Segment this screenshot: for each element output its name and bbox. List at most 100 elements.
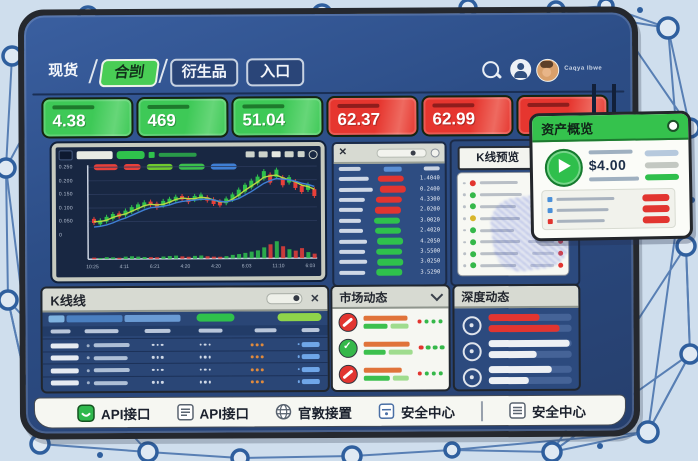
panel-header: K线线 ✕ xyxy=(42,287,328,313)
order-size-pill xyxy=(375,196,402,203)
ticker-card[interactable]: 62.99 xyxy=(421,95,514,137)
buy-button[interactable] xyxy=(116,150,145,160)
tab-contracts[interactable]: 合剀 xyxy=(98,58,161,88)
toggle-switch[interactable] xyxy=(266,292,303,304)
avatar[interactable] xyxy=(536,58,560,82)
settings-ring-icon[interactable] xyxy=(430,147,440,157)
footer-item-security2[interactable]: 安全中心 xyxy=(509,400,586,420)
chart-buttons xyxy=(245,149,318,159)
orderbook-row[interactable]: 1.4040 xyxy=(334,173,445,184)
x-axis-tick: 6:21 xyxy=(149,263,160,270)
orderbook-row[interactable]: 3.5290 xyxy=(334,267,445,278)
footer-item-api2[interactable]: API接口 xyxy=(176,402,249,422)
ticker-label-scribble xyxy=(432,103,475,108)
y-axis-tick: 0.200 xyxy=(58,178,73,185)
chevron-down-icon[interactable] xyxy=(430,288,444,302)
tab-spot[interactable]: 现货 xyxy=(48,62,79,80)
footer-item-api[interactable]: API接口 xyxy=(77,402,151,422)
market-feed-item[interactable] xyxy=(332,308,448,335)
x-axis: 10:25 4:11 6:21 4:20 4:20 6:03 11:10 6:0… xyxy=(86,263,315,270)
orderbook-row[interactable]: 4.2050 xyxy=(334,236,445,247)
timeframe-chip[interactable] xyxy=(58,150,73,161)
popup-header: 资产概览 xyxy=(531,113,689,143)
chart-tool-button[interactable] xyxy=(245,151,255,158)
tab-derivatives[interactable]: 衍生品 xyxy=(170,58,239,87)
list-icon xyxy=(176,403,194,421)
table-column-headers xyxy=(42,325,328,337)
play-button[interactable] xyxy=(544,148,584,188)
footer-item-security[interactable]: 安全中心 xyxy=(378,401,455,421)
progress-segment xyxy=(124,314,181,322)
ticker-value: 62.99 xyxy=(432,109,476,129)
orderbook-row[interactable]: 3.0020 xyxy=(334,215,445,226)
y-axis-tick: 0.100 xyxy=(58,205,73,212)
tab-entry[interactable]: 入口 xyxy=(246,58,305,87)
orderbook-row[interactable]: 4.3300 xyxy=(334,194,445,205)
panel-header: 市场动态 xyxy=(332,286,449,309)
record-icon[interactable] xyxy=(462,368,482,388)
depth-slider[interactable] xyxy=(376,147,427,158)
indicator-toggle[interactable] xyxy=(148,151,155,158)
inbox-icon xyxy=(378,403,395,419)
chart-tool-button[interactable] xyxy=(297,151,305,158)
radio-icon[interactable] xyxy=(667,119,680,133)
ticker-card[interactable]: 62.37 xyxy=(326,95,419,138)
close-icon[interactable]: ✕ xyxy=(310,292,320,305)
trading-dashboard-window: 现货 合剀 衍生品 入口 Caqya Ibwe 4.38 469 51.04 6… xyxy=(17,6,641,440)
orderbook-row[interactable]: 2.0200 xyxy=(334,205,445,216)
table-toolbar xyxy=(42,311,327,324)
ticker-card[interactable]: 4.38 xyxy=(41,97,134,139)
x-axis-tick: 11:10 xyxy=(272,263,285,270)
market-feed-item[interactable] xyxy=(333,334,449,361)
stat-pill xyxy=(644,149,679,157)
market-feed-item[interactable] xyxy=(333,360,449,387)
status-dot xyxy=(469,180,476,187)
ticker-card[interactable]: 469 xyxy=(136,96,229,139)
order-price: 4.3300 xyxy=(419,196,440,203)
order-price: 2.4020 xyxy=(420,227,441,234)
orderbook-row[interactable]: 2.4020 xyxy=(334,225,445,236)
y-axis-tick: 0.050 xyxy=(58,218,74,225)
depth-bar xyxy=(488,376,529,385)
orderbook-row[interactable]: 0.2400 xyxy=(334,184,445,195)
order-size-pill xyxy=(376,258,403,266)
panel-header: 深度动态 xyxy=(454,285,579,309)
orderbook-header: ✕ xyxy=(333,143,445,164)
depth-bar xyxy=(488,339,570,348)
ticker-label-scribble xyxy=(52,105,95,110)
stat-pill xyxy=(644,161,679,169)
value-pill xyxy=(642,216,670,224)
chart-tool-button[interactable] xyxy=(284,151,294,158)
chart-tool-button[interactable] xyxy=(271,151,281,158)
export-button[interactable] xyxy=(277,313,322,322)
chart-tool-button[interactable] xyxy=(258,151,268,158)
globe-icon xyxy=(275,403,292,420)
footer-item-settings[interactable]: 官敦接置 xyxy=(275,401,352,421)
list-icon xyxy=(509,402,526,419)
close-icon[interactable]: ✕ xyxy=(338,146,348,158)
candlestick-chart xyxy=(86,165,318,261)
asset-overview-popup: 资产概览 $4.00 xyxy=(528,110,694,242)
gear-icon[interactable] xyxy=(308,149,318,159)
record-icon[interactable] xyxy=(462,316,482,336)
panel-title: K线预览 xyxy=(457,145,538,171)
y-axis-tick: 0 xyxy=(59,232,63,239)
record-icon[interactable] xyxy=(462,342,482,362)
orderbook-row[interactable]: 3.0250 xyxy=(334,257,445,268)
symbol-input[interactable] xyxy=(76,151,113,160)
column-header-scribble xyxy=(423,166,440,171)
asset-list-item[interactable] xyxy=(547,214,670,227)
ticker-value: 62.37 xyxy=(337,109,381,129)
order-size-pill xyxy=(377,175,404,183)
progress-segment xyxy=(66,314,123,322)
search-icon[interactable] xyxy=(482,61,500,79)
user-icon[interactable] xyxy=(510,58,532,81)
x-axis-tick: 6:03 xyxy=(305,263,316,270)
ticker-card[interactable]: 51.04 xyxy=(231,96,324,138)
y-axis-tick: 0.150 xyxy=(58,191,73,198)
table-row[interactable] xyxy=(42,374,328,390)
orderbook-row[interactable]: 3.5500 xyxy=(334,246,445,257)
filter-button[interactable] xyxy=(196,313,235,322)
depth-bar xyxy=(488,324,560,333)
